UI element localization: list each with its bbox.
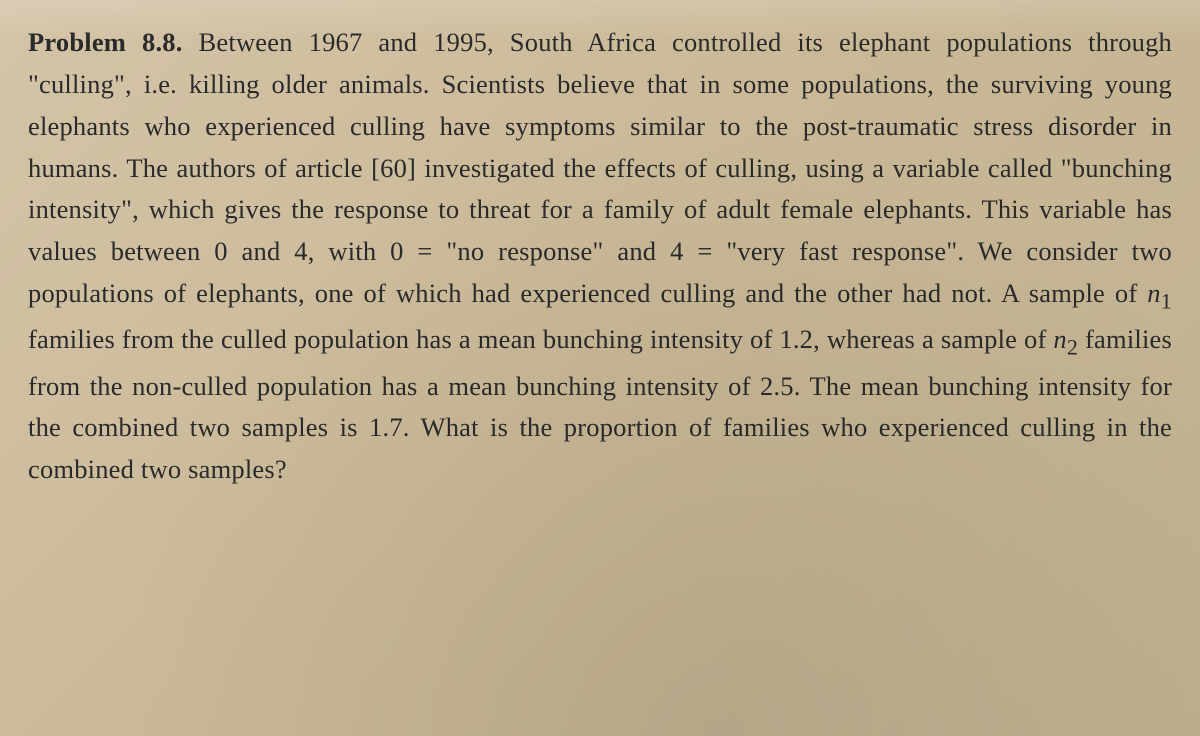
problem-label: Problem 8.8. bbox=[28, 27, 183, 57]
problem-text-1: Between 1967 and 1995, South Africa cont… bbox=[28, 27, 1172, 308]
problem-text-2: families from the culled population has … bbox=[28, 324, 1053, 354]
variable-n1: n bbox=[1147, 278, 1160, 308]
subscript-1: 1 bbox=[1161, 288, 1172, 313]
problem-paragraph: Problem 8.8. Between 1967 and 1995, Sout… bbox=[28, 22, 1172, 491]
variable-n2: n bbox=[1053, 324, 1066, 354]
subscript-2: 2 bbox=[1067, 335, 1078, 360]
